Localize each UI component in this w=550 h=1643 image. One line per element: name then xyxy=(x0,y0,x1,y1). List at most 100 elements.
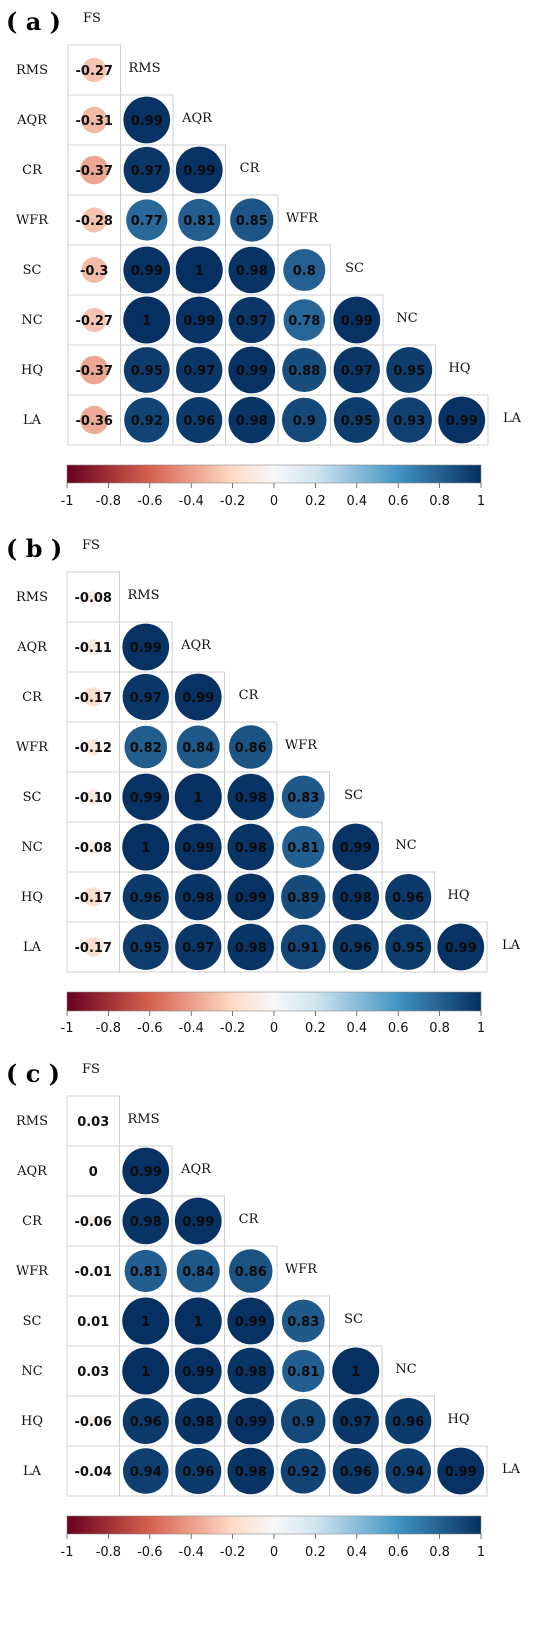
correlation-value: 0.99 xyxy=(235,1315,267,1330)
correlation-circle xyxy=(174,873,222,921)
correlation-circle xyxy=(81,207,107,233)
column-label: SC xyxy=(345,261,364,276)
panel-letter: ( c ) xyxy=(6,1059,60,1088)
correlation-value: 0.97 xyxy=(183,364,215,379)
correlation-value: -0.06 xyxy=(75,1215,112,1230)
correlation-panel-a: ( a ) FS RMS AQR CR WFR SC NC HQ LA RMS AQR CR WFR SC N… xyxy=(6,7,522,509)
correlation-value: 0.84 xyxy=(182,1265,214,1280)
column-label: AQR xyxy=(180,638,212,653)
colorbar-tick-label: 0.8 xyxy=(429,494,450,509)
correlation-value: 0.97 xyxy=(130,691,162,706)
colorbar-tick-label: 0.8 xyxy=(429,1545,450,1560)
correlation-circle xyxy=(174,1297,222,1345)
column-label: LA xyxy=(503,411,522,426)
correlation-circle xyxy=(332,1447,379,1495)
correlation-circle xyxy=(332,923,379,971)
correlation-circle xyxy=(227,823,275,871)
column-label: FS xyxy=(82,1062,100,1077)
correlation-value: -0.01 xyxy=(75,1265,112,1280)
correlation-circle xyxy=(175,146,223,194)
correlation-value: 1 xyxy=(194,1315,203,1330)
column-label: NC xyxy=(395,1362,416,1377)
correlation-circle xyxy=(83,937,103,957)
correlation-circle xyxy=(86,590,100,604)
correlation-circle xyxy=(123,146,170,194)
correlation-circle xyxy=(228,296,275,344)
colorbar-tick-label: -1 xyxy=(61,1021,74,1036)
correlation-value: -0.3 xyxy=(80,264,108,279)
row-label: RMS xyxy=(16,1114,48,1129)
row-label: CR xyxy=(22,690,43,705)
correlation-value: -0.04 xyxy=(75,1465,112,1480)
colorbar-tick-label: -0.6 xyxy=(137,1021,162,1036)
correlation-circle xyxy=(437,923,485,971)
correlation-circle xyxy=(282,347,327,393)
colorbar xyxy=(66,464,482,484)
correlation-circle xyxy=(280,1398,326,1444)
correlation-circle xyxy=(332,823,380,871)
correlation-value: 0.98 xyxy=(340,891,372,906)
correlation-circle xyxy=(175,923,222,971)
correlation-circle xyxy=(82,57,107,83)
correlation-value: 0.99 xyxy=(182,691,214,706)
correlation-circle xyxy=(80,405,109,435)
row-label: SC xyxy=(23,263,42,278)
correlation-value: 0.98 xyxy=(236,414,268,429)
correlation-value: 0.99 xyxy=(182,1215,214,1230)
column-label: FS xyxy=(82,538,100,553)
row-label: WFR xyxy=(16,1264,49,1279)
correlation-circle xyxy=(122,1448,169,1494)
correlation-value: 0.81 xyxy=(183,214,215,229)
colorbar-tick-label: -0.4 xyxy=(179,494,204,509)
panel-letter: ( b ) xyxy=(6,534,62,563)
correlation-value: 0.86 xyxy=(235,1265,267,1280)
correlation-value: 0.93 xyxy=(393,414,425,429)
correlation-circle xyxy=(333,397,380,443)
correlation-value: 0.99 xyxy=(182,841,214,856)
correlation-circle xyxy=(83,887,103,907)
correlation-circle xyxy=(176,396,223,444)
row-label: LA xyxy=(23,413,42,428)
colorbar-tick-label: 0.2 xyxy=(305,494,326,509)
correlation-value: 0.03 xyxy=(77,1115,109,1130)
correlation-circle xyxy=(79,355,109,385)
correlation-circle xyxy=(124,397,170,443)
correlation-circle xyxy=(175,1447,222,1495)
correlation-circle xyxy=(88,1466,98,1476)
column-label: NC xyxy=(396,311,417,326)
correlation-value: 0.97 xyxy=(341,364,373,379)
correlation-value: 0.99 xyxy=(236,364,268,379)
correlation-circle xyxy=(282,1349,325,1393)
correlation-circle xyxy=(87,1415,100,1427)
correlation-value: -0.17 xyxy=(75,941,112,956)
correlation-circle xyxy=(281,775,325,819)
correlation-value: 0.85 xyxy=(236,214,268,229)
correlation-value: 1 xyxy=(351,1365,360,1380)
colorbar-tick-label: 1 xyxy=(477,1021,485,1036)
colorbar-tick-label: -0.6 xyxy=(137,494,162,509)
correlation-circle xyxy=(228,725,273,769)
correlation-circle xyxy=(332,1347,380,1395)
row-label: LA xyxy=(23,940,42,955)
colorbar-tick-label: -0.4 xyxy=(179,1021,204,1036)
correlation-value: -0.12 xyxy=(75,741,112,756)
correlation-circle xyxy=(85,738,102,756)
correlation-circle xyxy=(332,873,380,921)
correlation-circle xyxy=(174,1397,222,1445)
correlation-value: 0.99 xyxy=(341,314,373,329)
column-label: SC xyxy=(344,788,363,803)
column-label: WFR xyxy=(286,211,319,226)
colorbar xyxy=(66,991,482,1012)
correlation-value: 0.99 xyxy=(130,1165,162,1180)
correlation-circle xyxy=(176,346,223,394)
correlation-value: 0.96 xyxy=(340,1465,372,1480)
correlation-value: 0.94 xyxy=(130,1465,162,1480)
colorbar-tick-label: -1 xyxy=(61,494,74,509)
correlation-value: 1 xyxy=(194,791,203,806)
column-label: RMS xyxy=(127,588,159,603)
correlation-value: 0.97 xyxy=(131,164,163,179)
correlation-value: 0.82 xyxy=(130,741,162,756)
colorbar-tick-label: 0.8 xyxy=(429,1021,450,1036)
